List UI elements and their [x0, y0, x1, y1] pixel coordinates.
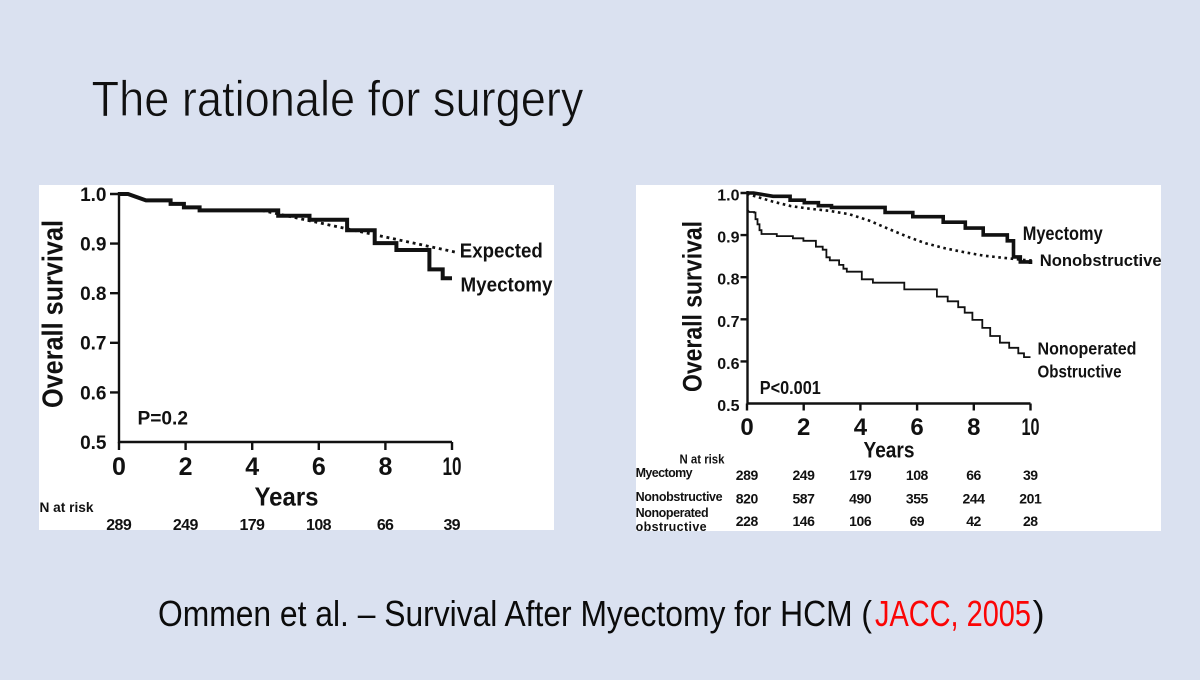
svg-text:249: 249 [173, 517, 199, 534]
svg-text:289: 289 [106, 517, 132, 534]
svg-text:Years: Years [255, 482, 319, 512]
svg-text:JACC, 2005: JACC, 2005 [875, 593, 1031, 634]
svg-text:0.9: 0.9 [80, 235, 106, 256]
svg-text:490: 490 [849, 491, 872, 507]
svg-text:obstructive: obstructive [636, 520, 707, 534]
svg-text:0.5: 0.5 [80, 433, 107, 454]
svg-text:39: 39 [444, 517, 461, 534]
svg-text:587: 587 [792, 491, 815, 507]
svg-text:2: 2 [179, 453, 193, 481]
svg-text:201: 201 [1019, 491, 1042, 507]
svg-text:0: 0 [740, 414, 753, 441]
svg-text:Years: Years [864, 438, 915, 463]
svg-text:6: 6 [312, 453, 326, 481]
svg-text:The rationale for surgery: The rationale for surgery [92, 71, 584, 127]
svg-text:Overall survival: Overall survival [678, 221, 708, 392]
svg-text:249: 249 [792, 467, 815, 483]
svg-text:0: 0 [112, 453, 126, 481]
svg-text:0.8: 0.8 [717, 272, 739, 289]
svg-text:Obstructive: Obstructive [1038, 362, 1122, 382]
svg-text:0.8: 0.8 [80, 284, 106, 305]
svg-text:69: 69 [910, 513, 925, 529]
svg-text:66: 66 [377, 517, 394, 534]
svg-text:108: 108 [906, 467, 929, 483]
svg-text:106: 106 [849, 513, 872, 529]
svg-text:0.9: 0.9 [717, 230, 739, 247]
svg-text:N at risk: N at risk [680, 453, 725, 467]
svg-text:Nonobstructive: Nonobstructive [636, 490, 723, 504]
svg-text:P<0.001: P<0.001 [760, 378, 821, 398]
svg-text:N at risk: N at risk [40, 499, 94, 515]
svg-text:Overall survival: Overall survival [38, 220, 70, 408]
svg-text:42: 42 [966, 513, 981, 529]
svg-text:66: 66 [966, 467, 981, 483]
svg-text:10: 10 [1022, 414, 1040, 441]
svg-text:244: 244 [963, 491, 986, 507]
svg-text:Myectomy: Myectomy [1023, 224, 1103, 245]
svg-text:4: 4 [854, 414, 868, 441]
svg-text:179: 179 [849, 467, 872, 483]
svg-text:39: 39 [1023, 467, 1038, 483]
svg-text:Myectomy: Myectomy [636, 466, 693, 480]
svg-text:Nonobstructive: Nonobstructive [1040, 251, 1162, 270]
svg-text:4: 4 [245, 453, 259, 481]
svg-text:Nonoperated: Nonoperated [1038, 339, 1137, 359]
svg-text:228: 228 [736, 513, 759, 529]
svg-text:355: 355 [906, 491, 929, 507]
svg-text:1.0: 1.0 [717, 188, 739, 205]
svg-text:108: 108 [306, 517, 332, 534]
svg-text:): ) [1033, 593, 1045, 634]
svg-text:8: 8 [378, 453, 392, 481]
svg-text:146: 146 [792, 513, 815, 529]
svg-text:0.7: 0.7 [717, 314, 739, 331]
svg-text:10: 10 [443, 453, 462, 481]
svg-text:0.5: 0.5 [717, 398, 739, 415]
svg-text:2: 2 [797, 414, 810, 441]
svg-text:0.6: 0.6 [717, 356, 739, 373]
svg-text:Myectomy: Myectomy [461, 275, 554, 297]
svg-text:0.6: 0.6 [80, 383, 106, 404]
svg-text:289: 289 [736, 467, 759, 483]
svg-text:1.0: 1.0 [80, 185, 106, 206]
svg-text:28: 28 [1023, 513, 1038, 529]
svg-text:6: 6 [910, 414, 923, 441]
svg-text:P=0.2: P=0.2 [138, 409, 189, 430]
svg-text:Nonoperated: Nonoperated [636, 506, 709, 520]
svg-text:179: 179 [239, 517, 265, 534]
svg-text:0.7: 0.7 [80, 334, 106, 355]
svg-text:Expected: Expected [460, 240, 543, 262]
svg-text:Ommen et al. – Survival After: Ommen et al. – Survival After Myectomy f… [158, 593, 872, 634]
svg-text:820: 820 [736, 491, 759, 507]
svg-text:8: 8 [967, 414, 980, 441]
